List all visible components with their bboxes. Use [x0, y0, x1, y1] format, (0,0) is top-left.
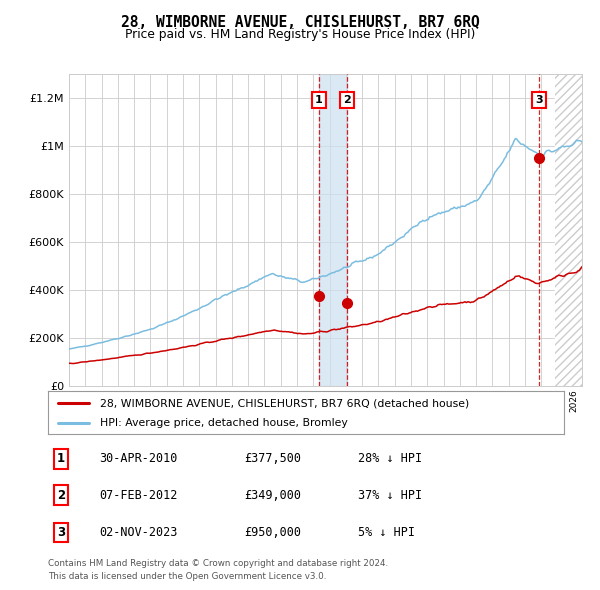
Text: 3: 3 [57, 526, 65, 539]
Text: 28% ↓ HPI: 28% ↓ HPI [358, 453, 422, 466]
Text: This data is licensed under the Open Government Licence v3.0.: This data is licensed under the Open Gov… [48, 572, 326, 581]
Text: 02-NOV-2023: 02-NOV-2023 [100, 526, 178, 539]
Text: 07-FEB-2012: 07-FEB-2012 [100, 489, 178, 502]
Text: 1: 1 [57, 453, 65, 466]
Text: £377,500: £377,500 [244, 453, 301, 466]
Bar [319, 74, 347, 386]
Text: 1: 1 [315, 96, 323, 106]
Text: 30-APR-2010: 30-APR-2010 [100, 453, 178, 466]
Text: HPI: Average price, detached house, Bromley: HPI: Average price, detached house, Brom… [100, 418, 347, 428]
Bar [555, 74, 590, 386]
Text: 5% ↓ HPI: 5% ↓ HPI [358, 526, 415, 539]
Text: £349,000: £349,000 [244, 489, 301, 502]
Text: 3: 3 [535, 96, 542, 106]
Text: £950,000: £950,000 [244, 526, 301, 539]
Bar [555, 74, 590, 386]
Text: Contains HM Land Registry data © Crown copyright and database right 2024.: Contains HM Land Registry data © Crown c… [48, 559, 388, 568]
Text: 28, WIMBORNE AVENUE, CHISLEHURST, BR7 6RQ (detached house): 28, WIMBORNE AVENUE, CHISLEHURST, BR7 6R… [100, 398, 469, 408]
Text: 2: 2 [57, 489, 65, 502]
Text: 37% ↓ HPI: 37% ↓ HPI [358, 489, 422, 502]
Text: Price paid vs. HM Land Registry's House Price Index (HPI): Price paid vs. HM Land Registry's House … [125, 28, 475, 41]
Text: 28, WIMBORNE AVENUE, CHISLEHURST, BR7 6RQ: 28, WIMBORNE AVENUE, CHISLEHURST, BR7 6R… [121, 15, 479, 30]
Text: 2: 2 [344, 96, 352, 106]
